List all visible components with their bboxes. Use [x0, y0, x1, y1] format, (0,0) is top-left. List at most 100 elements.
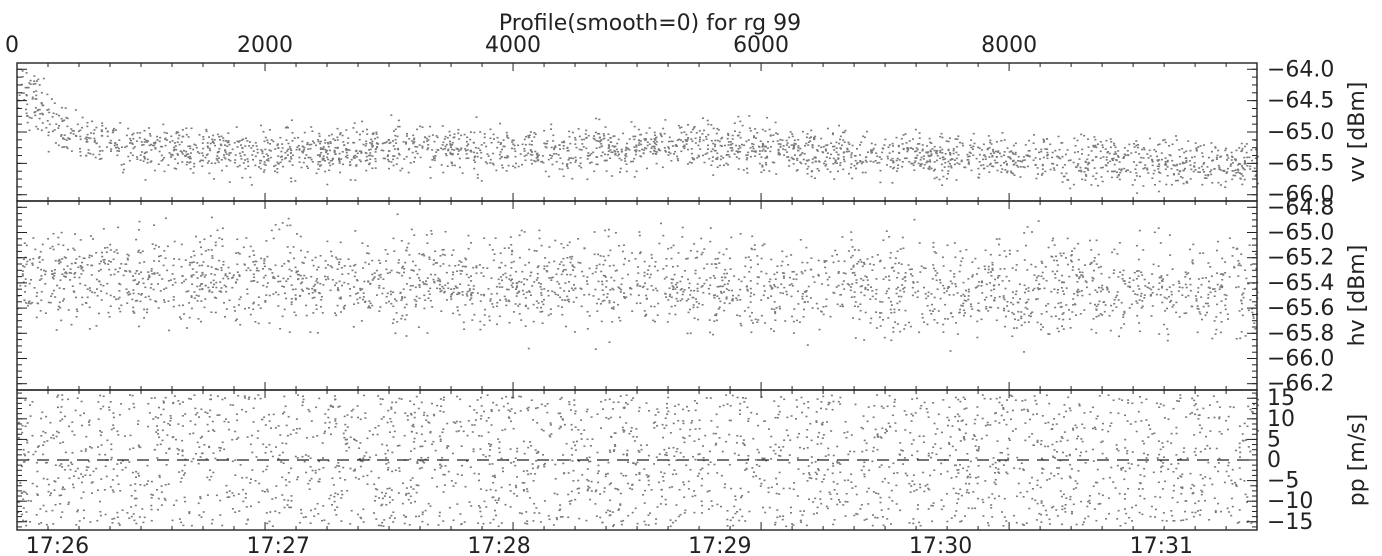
data-point: [406, 246, 409, 249]
data-point: [991, 261, 994, 264]
data-point: [927, 291, 930, 294]
data-point: [603, 135, 606, 137]
data-point: [444, 147, 447, 150]
data-point: [204, 250, 207, 252]
data-point: [186, 161, 189, 163]
data-point: [216, 133, 219, 136]
data-point: [425, 280, 427, 282]
data-point: [896, 157, 899, 160]
data-point: [644, 139, 647, 142]
data-point: [978, 153, 981, 156]
data-point: [1138, 322, 1141, 324]
data-point: [720, 137, 723, 140]
data-point: [297, 144, 300, 147]
data-point: [25, 263, 28, 266]
data-point: [908, 321, 910, 324]
data-point: [260, 149, 263, 151]
data-point: [745, 154, 748, 157]
data-point: [952, 294, 955, 296]
data-point: [1122, 269, 1125, 272]
data-point: [615, 148, 618, 151]
data-point: [677, 252, 680, 254]
data-point: [1246, 156, 1249, 159]
data-point: [1238, 162, 1241, 165]
data-point: [373, 276, 376, 278]
data-point: [786, 156, 789, 158]
data-point: [1076, 139, 1079, 142]
data-point: [303, 148, 306, 151]
data-point: [149, 133, 151, 135]
data-point: [1142, 185, 1145, 187]
data-point: [429, 287, 432, 290]
data-point: [1062, 175, 1065, 178]
data-point: [455, 286, 458, 289]
data-point: [464, 257, 467, 260]
data-point: [716, 127, 719, 130]
data-point: [1090, 261, 1093, 264]
data-point: [446, 282, 449, 284]
data-point: [987, 271, 990, 274]
data-point: [926, 152, 929, 154]
data-point: [1205, 177, 1208, 179]
data-point: [886, 290, 889, 292]
data-point: [353, 155, 355, 158]
data-point: [644, 315, 647, 317]
data-point: [89, 152, 92, 155]
data-point: [1211, 182, 1214, 184]
data-point: [1078, 271, 1081, 273]
data-point: [1005, 164, 1008, 166]
data-point: [334, 153, 337, 155]
data-point: [125, 145, 128, 148]
data-point: [1185, 150, 1188, 153]
data-point: [1073, 151, 1076, 154]
data-point: [690, 138, 693, 140]
data-point: [502, 139, 505, 141]
data-point: [683, 131, 686, 133]
data-point: [967, 298, 970, 301]
data-point: [452, 273, 454, 276]
data-point: [142, 282, 145, 285]
data-point: [427, 290, 430, 292]
data-point: [557, 268, 560, 270]
data-point: [482, 293, 485, 296]
data-point: [739, 151, 742, 153]
data-point: [202, 147, 205, 150]
data-point: [21, 75, 24, 78]
data-point: [1072, 298, 1075, 300]
data-point: [416, 273, 419, 276]
data-point: [126, 302, 129, 304]
data-point: [766, 156, 769, 159]
data-point: [710, 263, 713, 265]
data-point: [88, 328, 91, 330]
data-point: [503, 145, 506, 148]
data-point: [884, 276, 887, 278]
data-point: [439, 280, 442, 283]
data-point: [228, 299, 231, 302]
data-point: [952, 152, 955, 155]
data-point: [355, 165, 358, 167]
data-point: [726, 283, 729, 285]
data-point: [541, 160, 544, 163]
data-point: [1140, 292, 1143, 295]
data-point: [770, 295, 773, 297]
data-point: [551, 155, 554, 157]
data-point: [837, 157, 840, 159]
data-point: [441, 249, 444, 251]
data-point: [389, 141, 392, 144]
data-point: [368, 154, 370, 157]
data-point: [1044, 170, 1047, 173]
data-point: [276, 168, 279, 170]
data-point: [1109, 329, 1112, 332]
data-point: [129, 293, 132, 295]
data-point: [1148, 149, 1151, 152]
data-point: [527, 307, 530, 310]
data-point: [222, 260, 225, 263]
data-point: [668, 312, 671, 315]
data-point: [444, 230, 447, 233]
data-point: [264, 274, 267, 277]
data-point: [210, 249, 213, 251]
data-point: [1113, 163, 1116, 166]
data-point: [796, 157, 799, 160]
data-point: [650, 253, 653, 256]
data-point: [722, 253, 725, 256]
